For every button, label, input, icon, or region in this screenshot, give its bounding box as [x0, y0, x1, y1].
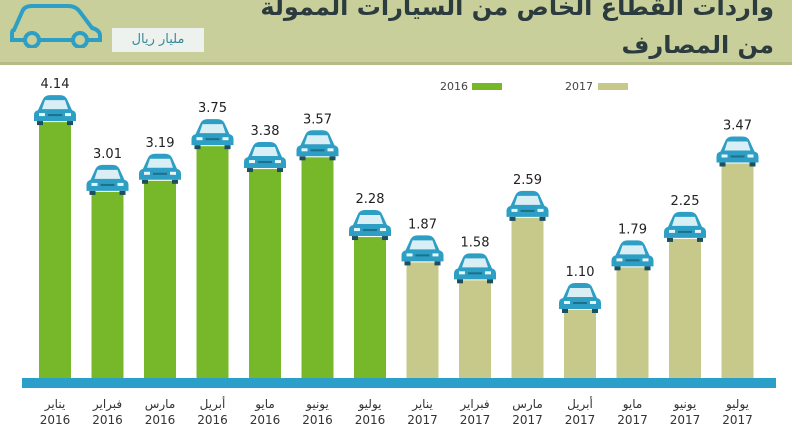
- month-label-0: يناير: [44, 397, 66, 412]
- value-label-0: 4.14: [41, 77, 70, 92]
- value-label-13: 3.47: [723, 118, 752, 133]
- year-label-12: 2017: [670, 413, 701, 427]
- value-label-10: 1.10: [566, 265, 595, 280]
- year-label-10: 2017: [565, 413, 596, 427]
- month-label-2: مارس: [145, 397, 176, 412]
- bar-chart: 4.14يناير20163.01فبراير20163.19مارس20163…: [22, 77, 776, 427]
- value-label-3: 3.75: [198, 101, 227, 116]
- car-icon: [559, 283, 601, 313]
- car-icon: [454, 253, 496, 284]
- year-label-9: 2017: [512, 413, 543, 427]
- bar-10: [564, 310, 596, 378]
- year-label-2: 2016: [145, 413, 176, 427]
- legend-swatch-2017: [598, 83, 628, 90]
- car-icon: [611, 240, 654, 271]
- chart-base-strip: [22, 378, 776, 388]
- bar-9: [511, 217, 544, 378]
- value-label-1: 3.01: [93, 147, 122, 162]
- month-label-13: يوليو: [725, 397, 749, 412]
- chart-title-line-2: من المصارف: [621, 31, 775, 59]
- year-label-13: 2017: [722, 413, 753, 427]
- month-label-5: يونيو: [305, 397, 329, 412]
- car-icon: [86, 164, 129, 195]
- car-icon: [139, 153, 181, 184]
- legend-label-2016: 2016: [440, 80, 468, 93]
- month-label-9: مارس: [512, 397, 543, 412]
- car-logo-icon: [10, 4, 102, 48]
- year-label-11: 2017: [617, 413, 648, 427]
- bar-8: [459, 280, 491, 378]
- car-icon: [191, 119, 234, 150]
- car-icon: [664, 211, 706, 242]
- car-icon: [34, 95, 76, 126]
- car-icon: [296, 130, 339, 161]
- value-label-5: 3.57: [303, 112, 332, 127]
- month-label-4: مايو: [254, 397, 275, 412]
- year-label-0: 2016: [40, 413, 71, 427]
- year-label-3: 2016: [197, 413, 228, 427]
- month-label-8: فبراير: [459, 397, 489, 412]
- bar-7: [406, 262, 439, 378]
- header-banner: مليار ريال واردات القطاع الخاص من السيار…: [0, 0, 792, 65]
- year-label-7: 2017: [407, 413, 438, 427]
- bar-12: [669, 238, 701, 378]
- bar-1: [91, 191, 124, 378]
- month-label-3: أبريل: [200, 396, 226, 412]
- month-label-1: فبراير: [92, 397, 122, 412]
- year-label-4: 2016: [250, 413, 281, 427]
- value-label-4: 3.38: [251, 124, 280, 139]
- car-icon: [716, 136, 759, 167]
- month-label-11: مايو: [622, 397, 643, 412]
- value-label-6: 2.28: [356, 192, 385, 207]
- legend-swatch-2016: [472, 83, 502, 90]
- value-label-7: 1.87: [408, 217, 437, 232]
- bar-5: [301, 157, 334, 378]
- year-label-8: 2017: [460, 413, 491, 427]
- value-label-8: 1.58: [461, 235, 490, 250]
- year-label-1: 2016: [92, 413, 123, 427]
- value-label-2: 3.19: [146, 136, 175, 151]
- month-label-7: يناير: [411, 397, 433, 412]
- bar-4: [249, 169, 281, 378]
- year-label-5: 2016: [302, 413, 333, 427]
- car-icon: [506, 190, 549, 221]
- bar-11: [616, 267, 649, 378]
- value-label-11: 1.79: [618, 222, 647, 237]
- car-icon: [401, 235, 444, 266]
- value-label-12: 2.25: [671, 194, 700, 209]
- bar-0: [39, 122, 71, 378]
- month-label-6: يوليو: [357, 397, 381, 412]
- car-icon: [244, 142, 286, 173]
- bar-2: [144, 180, 176, 378]
- year-label-6: 2016: [355, 413, 386, 427]
- car-icon: [349, 210, 391, 241]
- value-label-9: 2.59: [513, 173, 542, 188]
- chart-title-line-1: واردات القطاع الخاص من السيارات الممولة: [260, 0, 774, 21]
- month-label-10: أبريل: [567, 396, 593, 412]
- unit-label: مليار ريال: [112, 28, 204, 52]
- legend-label-2017: 2017: [565, 80, 593, 93]
- bar-3: [196, 146, 229, 378]
- month-label-12: يونيو: [673, 397, 697, 412]
- chart-title: واردات القطاع الخاص من السيارات الممولة …: [214, 0, 774, 64]
- bar-6: [354, 237, 386, 378]
- bar-13: [721, 163, 754, 378]
